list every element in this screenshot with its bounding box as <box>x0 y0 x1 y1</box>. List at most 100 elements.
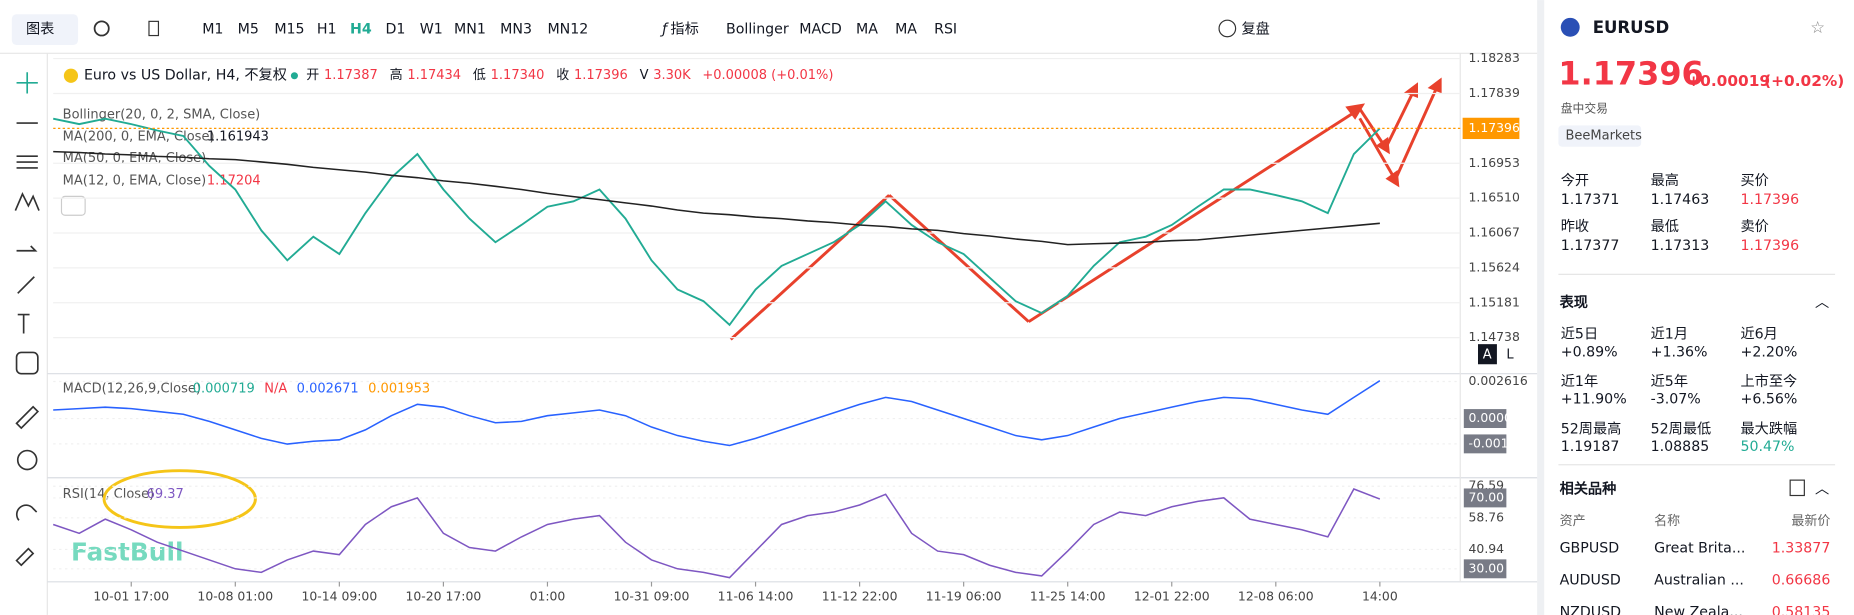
trend-line <box>888 194 1030 323</box>
indicator-button[interactable]: RSI <box>934 22 957 38</box>
timeframe[interactable]: MN12 <box>547 22 588 38</box>
broker: BeeMarkets <box>1565 129 1642 144</box>
indicator-icon[interactable]: ƒ <box>659 22 669 38</box>
timeframe[interactable]: M5 <box>238 22 259 38</box>
timeframe[interactable]: W1 <box>420 22 443 38</box>
section-title: 相关品种 <box>1560 481 1617 498</box>
auto-scale-button[interactable] <box>1477 344 1497 365</box>
replay[interactable]: 复盘 <box>1242 21 1270 38</box>
collapse[interactable]: ︿ <box>1815 295 1829 311</box>
search-icon[interactable] <box>93 20 110 37</box>
x-tick-label: 10-08 01:00 <box>197 589 273 604</box>
timeframe[interactable]: MN1 <box>454 22 486 38</box>
related-cell[interactable]: GBPUSD <box>1560 541 1620 557</box>
perf-label: 近5年 <box>1651 374 1688 390</box>
related-cell[interactable]: AUDUSD <box>1560 573 1621 589</box>
favorite[interactable]: ☆ <box>1810 18 1825 37</box>
stat-label: 买价 <box>1740 173 1768 189</box>
timeframe[interactable]: MN3 <box>500 22 532 38</box>
perf-value: +2.20% <box>1740 344 1797 360</box>
ruler-tool[interactable] <box>15 405 40 430</box>
indicators-menu[interactable]: 指标 <box>670 22 698 38</box>
stat-label: 最高 <box>1651 172 1679 189</box>
series-line <box>53 380 1381 447</box>
perf-value: -3.07% <box>1651 392 1701 408</box>
symbol-icon <box>63 68 79 83</box>
stat-label: 今开 <box>1561 173 1589 189</box>
column-header: 资产 <box>1560 514 1586 529</box>
related-cell[interactable]: NZDUSD <box>1560 605 1622 615</box>
column-header: 最新价 <box>1791 513 1830 529</box>
broker-badge <box>1558 125 1642 147</box>
y-tick-label: 70.00 <box>1469 489 1505 504</box>
indicator-button[interactable]: Bollinger <box>726 22 789 38</box>
perf-value: +1.36% <box>1651 344 1708 360</box>
x-tick-label: 11-25 14:00 <box>1030 589 1106 604</box>
text-tool[interactable] <box>17 313 30 334</box>
ohlc-label: 开 <box>306 68 319 83</box>
emoji-tool[interactable] <box>15 351 39 375</box>
indicator-value: 1.161943 <box>207 130 269 145</box>
price-change: +0.00019 <box>1687 72 1770 90</box>
timeframe[interactable]: H4 <box>350 22 372 38</box>
y-tick-label: 1.17839 <box>1469 85 1520 100</box>
crosshair-tool[interactable] <box>16 72 38 94</box>
brush-tool[interactable] <box>17 276 35 294</box>
auto-label[interactable]: A <box>1483 347 1492 362</box>
stat-label: 最低 <box>1651 219 1679 235</box>
stat-value: 1.17371 <box>1561 192 1620 208</box>
chart-menu-button[interactable] <box>11 14 79 46</box>
list-icon[interactable] <box>1789 479 1805 497</box>
related-cell: 0.66686 <box>1772 573 1831 589</box>
ohlc-value: 1.17340 <box>491 68 545 83</box>
x-tick-label: 14:00 <box>1362 589 1398 604</box>
y-tick-label: 0.000000 <box>1469 410 1528 425</box>
zoom-tool[interactable] <box>16 449 38 471</box>
perf-value: 1.08885 <box>1651 439 1710 455</box>
series-line <box>53 117 1381 327</box>
legend-value: 0.001953 <box>368 382 430 397</box>
lock-tool[interactable] <box>15 547 35 567</box>
indicator-legend: MA(50, 0, EMA, Close) <box>63 151 207 166</box>
x-tick-label: 01:00 <box>530 589 566 604</box>
magnet-tool[interactable] <box>15 504 38 521</box>
chart-menu[interactable]: 图表 <box>26 22 54 38</box>
column-header: 名称 <box>1654 513 1680 529</box>
change: +0.00008 (+0.01%) <box>702 68 833 83</box>
log-label[interactable]: L <box>1506 347 1514 362</box>
trading-status: 盘中交易 <box>1561 101 1608 115</box>
ohlc-value: 1.17434 <box>407 68 461 83</box>
perf-label: 52周最高 <box>1561 420 1622 437</box>
y-tick-label: 1.16953 <box>1469 155 1520 170</box>
x-tick-label: 11-12 22:00 <box>822 589 898 604</box>
indicator-button[interactable]: MA <box>856 22 878 38</box>
timeframe[interactable]: M15 <box>274 22 304 38</box>
y-tick-label: 1.16067 <box>1469 225 1520 240</box>
legend-value: 69.37 <box>147 487 184 502</box>
indicator-button[interactable]: MA <box>895 22 917 38</box>
replay-icon[interactable] <box>1218 19 1237 38</box>
flag-icon <box>1560 17 1580 37</box>
timeframe[interactable]: D1 <box>385 22 405 38</box>
indicator-button[interactable]: MACD <box>799 22 842 38</box>
timeframe[interactable]: M1 <box>202 22 223 38</box>
perf-label: 52周最低 <box>1651 421 1712 437</box>
stat-value: 1.17313 <box>1651 238 1710 254</box>
timeframe[interactable]: H1 <box>317 22 337 38</box>
pattern-tool[interactable] <box>14 192 40 211</box>
perf-value: +0.89% <box>1561 344 1618 360</box>
series-line <box>53 150 1380 246</box>
y-tick-label: 1.15624 <box>1469 259 1520 274</box>
series-line <box>52 488 1381 579</box>
candle-icon[interactable] <box>148 20 160 37</box>
chart-title: Euro vs US Dollar, H4, 不复权 <box>84 67 287 84</box>
collapse-button[interactable] <box>60 195 86 216</box>
indicator-value: 1.17204 <box>207 173 261 188</box>
fib-tool[interactable] <box>16 155 38 169</box>
projection-tool[interactable] <box>16 245 38 252</box>
perf-value: +11.90% <box>1561 392 1627 408</box>
collapse[interactable]: ︿ <box>1815 482 1829 498</box>
related-cell: Australian ... <box>1654 573 1744 589</box>
